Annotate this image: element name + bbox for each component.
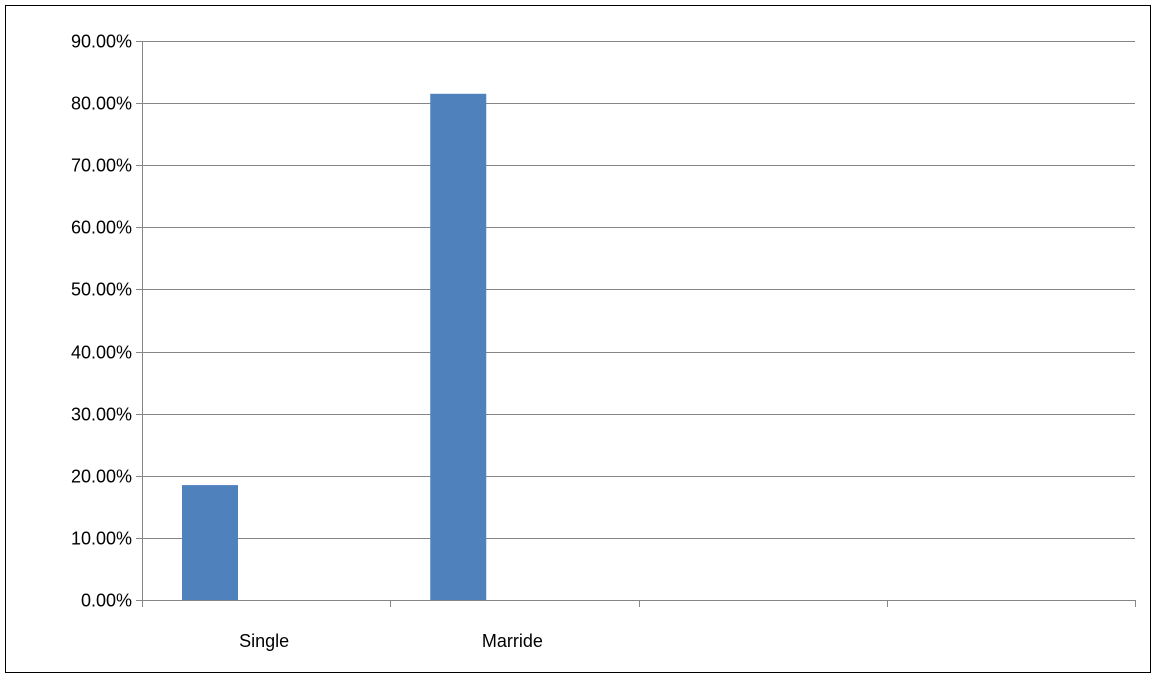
- bar-marride: [430, 93, 487, 601]
- y-tick-label: 20.00%: [71, 467, 132, 487]
- tick-labels: 0.00% 10.00% 20.00% 30.00% 40.00% 50.00% 60.00…: [71, 32, 543, 652]
- y-tick-label: 30.00%: [71, 405, 132, 425]
- y-tick-label: 0.00%: [81, 591, 132, 611]
- y-tick-label: 50.00%: [71, 280, 132, 300]
- x-tick-label: Marride: [482, 631, 543, 651]
- y-tick-label: 40.00%: [71, 343, 132, 363]
- axes: [136, 41, 1136, 607]
- gridlines: [142, 41, 1135, 539]
- y-tick-label: 70.00%: [71, 156, 132, 176]
- y-tick-label: 10.00%: [71, 529, 132, 549]
- x-tick-label: Single: [239, 631, 289, 651]
- y-tick-label: 60.00%: [71, 218, 132, 238]
- y-tick-label: 90.00%: [71, 32, 132, 52]
- bar-single: [182, 485, 238, 600]
- bars: [182, 93, 487, 601]
- y-tick-label: 80.00%: [71, 94, 132, 114]
